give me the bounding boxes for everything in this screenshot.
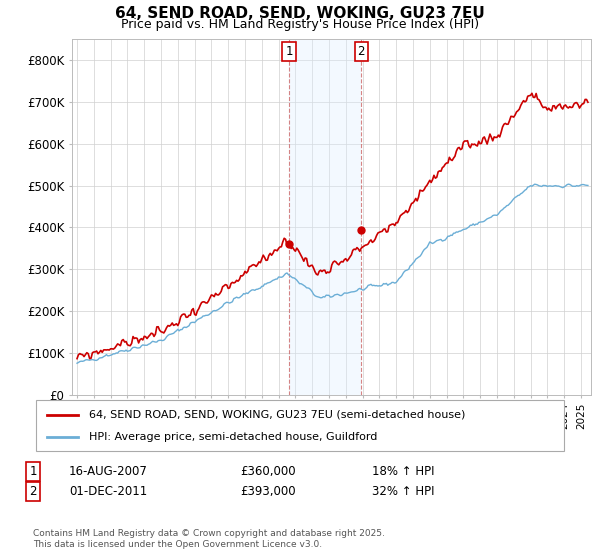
- Text: 64, SEND ROAD, SEND, WOKING, GU23 7EU: 64, SEND ROAD, SEND, WOKING, GU23 7EU: [115, 6, 485, 21]
- Text: 1: 1: [285, 45, 293, 58]
- Text: £360,000: £360,000: [240, 465, 296, 478]
- Text: Contains HM Land Registry data © Crown copyright and database right 2025.
This d: Contains HM Land Registry data © Crown c…: [33, 529, 385, 549]
- Text: 01-DEC-2011: 01-DEC-2011: [69, 485, 147, 498]
- Text: 18% ↑ HPI: 18% ↑ HPI: [372, 465, 434, 478]
- Text: 2: 2: [358, 45, 365, 58]
- Text: 16-AUG-2007: 16-AUG-2007: [69, 465, 148, 478]
- Text: HPI: Average price, semi-detached house, Guildford: HPI: Average price, semi-detached house,…: [89, 432, 377, 442]
- Text: £393,000: £393,000: [240, 485, 296, 498]
- Text: 2: 2: [29, 485, 37, 498]
- Text: 32% ↑ HPI: 32% ↑ HPI: [372, 485, 434, 498]
- Text: 1: 1: [29, 465, 37, 478]
- Bar: [289, 39, 361, 395]
- Text: Price paid vs. HM Land Registry's House Price Index (HPI): Price paid vs. HM Land Registry's House …: [121, 18, 479, 31]
- Text: 64, SEND ROAD, SEND, WOKING, GU23 7EU (semi-detached house): 64, SEND ROAD, SEND, WOKING, GU23 7EU (s…: [89, 409, 465, 419]
- FancyBboxPatch shape: [36, 400, 564, 451]
